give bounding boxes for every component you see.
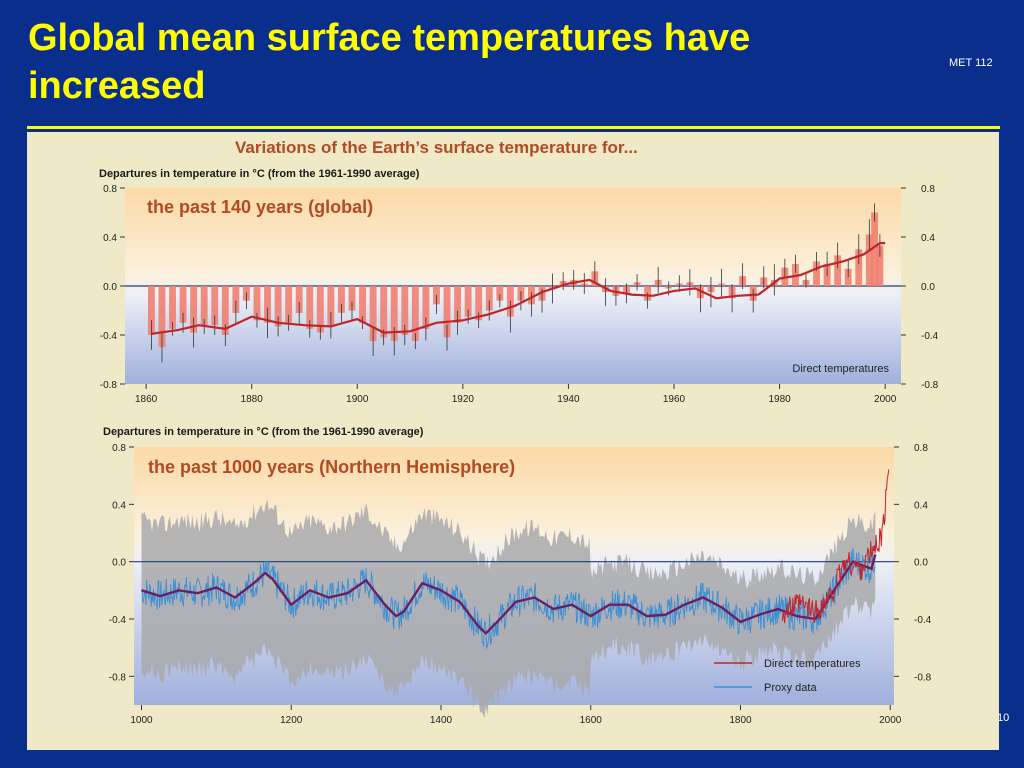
y-tick-label-right: 0.0 (921, 282, 935, 293)
annual-bar (316, 286, 324, 333)
y-tick-label-right: 0.8 (914, 443, 928, 454)
annual-bar (348, 286, 356, 311)
page-number: 10 (997, 712, 1010, 724)
x-tick-label: 1600 (580, 715, 603, 726)
x-tick-label: 1880 (241, 394, 264, 405)
annual-bar (232, 286, 240, 313)
y-tick-label-right: -0.4 (921, 331, 939, 342)
annual-bar (496, 286, 504, 301)
chart-subtitle: the past 1000 years (Northern Hemisphere… (148, 457, 515, 477)
annual-bar (200, 286, 208, 327)
title-divider (27, 126, 1000, 129)
x-tick-label: 1920 (452, 394, 475, 405)
y-tick-label-left: -0.4 (100, 331, 118, 342)
annual-bar (813, 261, 820, 286)
legend-label-direct: Direct temperatures (764, 658, 861, 670)
figure-panel: Variations of the Earth’s surface temper… (27, 132, 999, 750)
annual-bar (327, 286, 335, 326)
chart-1000-years: Departures in temperature in °C (from th… (103, 426, 932, 726)
annual-bar (411, 286, 419, 342)
x-tick-label: 1860 (135, 394, 158, 405)
annual-bar (179, 286, 187, 323)
annual-bar (834, 255, 842, 286)
y-tick-label-left: 0.4 (112, 500, 126, 511)
annual-bar (871, 212, 879, 286)
chart-140-years: Departures in temperature in °C (from th… (99, 168, 939, 405)
annual-bar (295, 286, 303, 313)
annual-bar (401, 286, 409, 335)
annual-bar (221, 286, 229, 335)
y-tick-label-left: 0.4 (103, 233, 117, 244)
annual-bar (454, 286, 462, 323)
y-tick-label-right: -0.4 (914, 615, 932, 626)
y-tick-label-left: 0.8 (103, 184, 117, 195)
y-tick-label-left: -0.8 (109, 672, 127, 683)
annual-bar (390, 286, 398, 342)
legend-label-proxy: Proxy data (764, 682, 817, 694)
y-tick-label-left: 0.8 (112, 443, 126, 454)
y-tick-label-right: 0.4 (921, 233, 935, 244)
annual-bar (855, 249, 863, 286)
annual-bar (464, 286, 472, 317)
annual-bar (844, 268, 852, 286)
y-tick-label-right: 0.8 (921, 184, 935, 195)
x-tick-label: 1800 (729, 715, 752, 726)
annual-bar (306, 286, 314, 329)
annual-bar (285, 286, 293, 323)
y-tick-label-right: -0.8 (921, 380, 939, 391)
series-annotation: Direct temperatures (792, 363, 889, 375)
annual-bar (264, 286, 271, 323)
series-proxy-smoothed (141, 554, 877, 635)
annual-bar (380, 286, 388, 338)
y-axis-label: Departures in temperature in °C (from th… (99, 168, 420, 180)
x-tick-label: 1400 (430, 715, 453, 726)
temperature-figure: Variations of the Earth’s surface temper… (99, 138, 939, 726)
x-tick-label: 2000 (879, 715, 902, 726)
x-tick-label: 1200 (280, 715, 303, 726)
x-tick-label: 1000 (130, 715, 153, 726)
annual-bar (443, 286, 451, 338)
annual-bar (485, 286, 493, 311)
x-tick-label: 1940 (557, 394, 580, 405)
annual-bar (211, 286, 219, 326)
annual-bar (253, 286, 261, 321)
annual-bar (158, 286, 166, 348)
chart-subtitle: the past 140 years (global) (147, 197, 373, 217)
annual-bar (274, 286, 282, 327)
x-tick-label: 1900 (346, 394, 369, 405)
series-proxy-data (141, 547, 876, 650)
series-direct-temperatures (151, 242, 886, 335)
annual-bar (190, 286, 198, 333)
y-tick-label-right: -0.8 (914, 672, 932, 683)
annual-bar (169, 286, 176, 329)
x-tick-label: 1960 (663, 394, 686, 405)
annual-bar (369, 286, 377, 342)
annual-bar (865, 234, 873, 286)
y-tick-label-left: 0.0 (112, 558, 126, 569)
y-tick-label-left: 0.0 (103, 282, 117, 293)
annual-bar (359, 286, 366, 323)
y-tick-label-right: 0.0 (914, 558, 928, 569)
slide-title: Global mean surface temperatures have in… (28, 17, 751, 107)
annual-bar (338, 286, 345, 313)
series-direct-temperatures (781, 469, 890, 624)
annual-bar (876, 245, 884, 286)
annual-bar (147, 286, 155, 335)
figure-heading: Variations of the Earth’s surface temper… (235, 138, 638, 157)
y-tick-label-right: 0.4 (914, 500, 928, 511)
y-tick-label-left: -0.4 (109, 615, 127, 626)
course-tag: MET 112 (949, 57, 993, 69)
x-tick-label: 2000 (874, 394, 897, 405)
y-tick-label-left: -0.8 (100, 380, 118, 391)
y-axis-label: Departures in temperature in °C (from th… (103, 426, 424, 438)
annual-bar (422, 286, 430, 329)
x-tick-label: 1980 (768, 394, 791, 405)
annual-bar (475, 286, 483, 321)
